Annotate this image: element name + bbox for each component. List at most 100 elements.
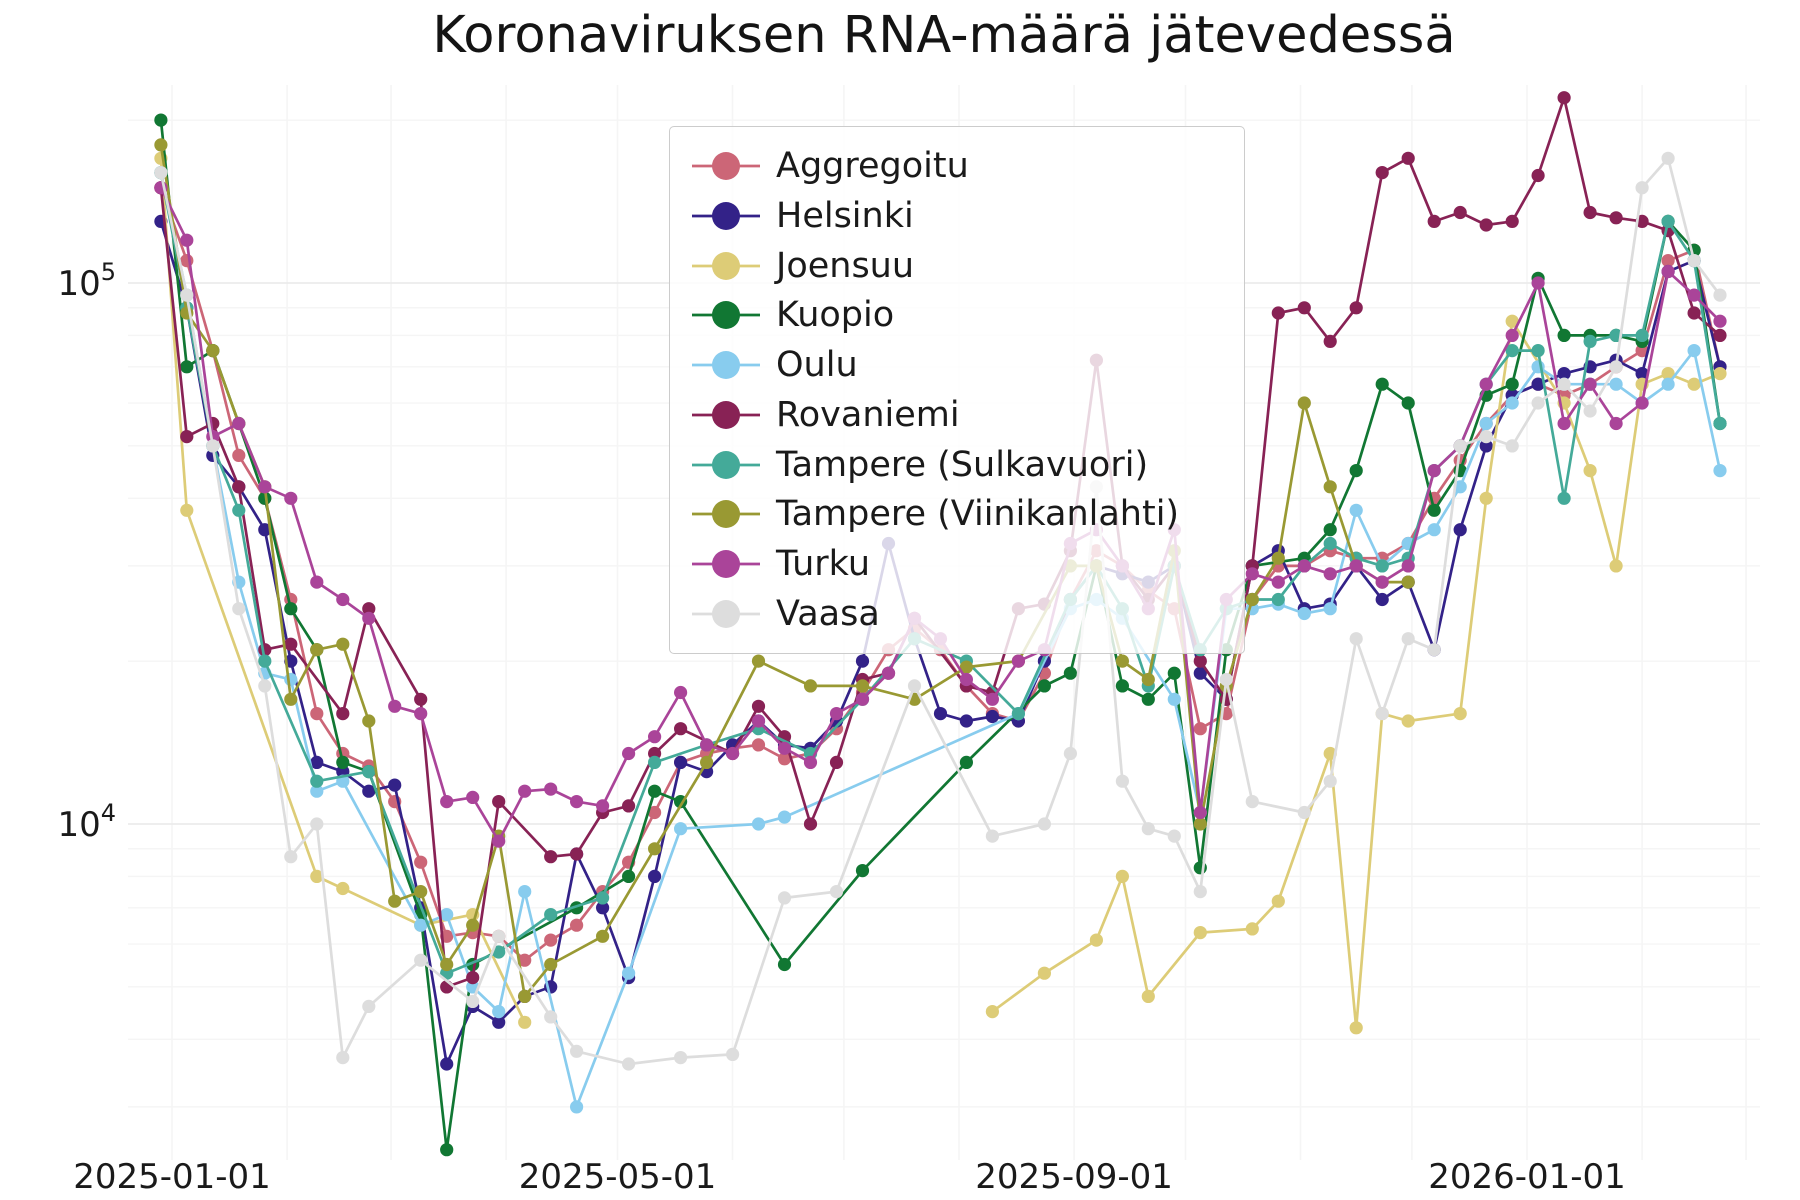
data-point [751,654,766,668]
data-point [700,738,714,752]
data-point [1323,602,1337,616]
legend-item-turku: Turku [690,541,1224,587]
data-point [1375,559,1389,573]
data-point [1479,416,1493,431]
y-tick-label: 105 [57,258,116,304]
data-point [440,1143,454,1157]
data-point [803,817,818,831]
data-point [414,953,428,967]
data-point [1323,567,1337,581]
data-point [959,660,974,674]
data-point [907,679,922,693]
data-point [362,784,376,798]
data-point [622,966,636,980]
data-point [1583,404,1597,418]
data-point [180,503,194,517]
legend-marker-joensuu [692,251,760,280]
data-point [855,864,870,878]
data-point [1505,328,1519,342]
data-point [362,999,376,1014]
data-point [726,1047,740,1061]
data-point [855,679,870,693]
data-point [180,288,194,302]
data-point [622,869,636,884]
data-point [1115,654,1129,668]
data-point [1635,181,1649,195]
data-point [1375,575,1389,589]
data-point [1401,559,1415,573]
data-point [414,707,428,721]
data-point [1297,396,1311,410]
data-point [1713,288,1727,302]
data-point [1635,328,1649,342]
legend-item-aggregoitu: Aggregoitu [690,143,1224,189]
data-point [284,692,298,706]
data-point [1115,774,1129,788]
data-point [1479,377,1493,391]
legend-label: Vaasa [776,593,880,634]
data-point [777,891,792,905]
legend-marker-vaasa [692,599,760,628]
legend-item-helsinki: Helsinki [690,193,1224,239]
data-point [1193,654,1207,668]
data-point [1661,367,1675,381]
data-point [1557,491,1571,505]
legend-marker-tampere-viinikanlahti [692,500,760,529]
data-point [1713,314,1727,328]
data-point [414,885,428,899]
data-point [336,592,350,607]
data-point [648,730,662,744]
data-point [1167,829,1181,843]
data-point [232,480,246,494]
data-point [570,795,584,809]
data-point [258,523,272,537]
data-point [258,654,272,668]
data-point [1245,567,1259,581]
legend-marker-oulu [692,351,760,380]
data-point [1271,551,1285,565]
data-point [310,643,324,657]
axis-labels: 2025-01-01 2025-05-01 2025-09-01 2026-01-01… [57,258,1625,1197]
data-point [648,755,662,770]
data-point [1687,288,1701,302]
data-point [1531,168,1545,183]
data-point [154,113,168,127]
legend-item-rovaniemi: Rovaniemi [690,392,1224,438]
data-point [310,817,324,831]
data-point [1583,377,1597,391]
legend-label: Turku [776,544,871,585]
data-point [1141,672,1155,687]
data-point [1349,301,1363,315]
data-point [232,602,246,616]
data-point [518,953,532,967]
legend-marker-tampere-sulkavuori [692,450,760,479]
data-point [1661,151,1675,165]
data-point [1375,592,1389,607]
data-point [336,707,350,721]
data-point [1609,211,1623,225]
data-point [674,685,688,700]
data-point [855,654,870,668]
data-point [258,679,272,693]
data-point [232,503,246,517]
legend-marker-rovaniemi [692,400,760,429]
data-point [1271,592,1285,607]
data-point [518,989,532,1004]
chart-title: Koronaviruksen RNA-määrä jätevedessä [432,6,1456,65]
data-point [1531,344,1545,358]
data-point [1687,377,1701,391]
data-point [206,344,220,358]
series-group [154,91,1727,1157]
data-point [959,755,974,770]
data-point [751,714,766,728]
legend-item-tampere-sulkavuori: Tampere (Sulkavuori) [690,442,1224,488]
data-point [154,138,168,152]
data-point [1271,894,1285,908]
data-point [440,908,454,922]
data-point [985,709,1000,724]
data-point [1323,480,1337,494]
x-tick-label: 2025-05-01 [519,1157,717,1197]
data-point [310,784,324,798]
data-point [622,746,636,761]
